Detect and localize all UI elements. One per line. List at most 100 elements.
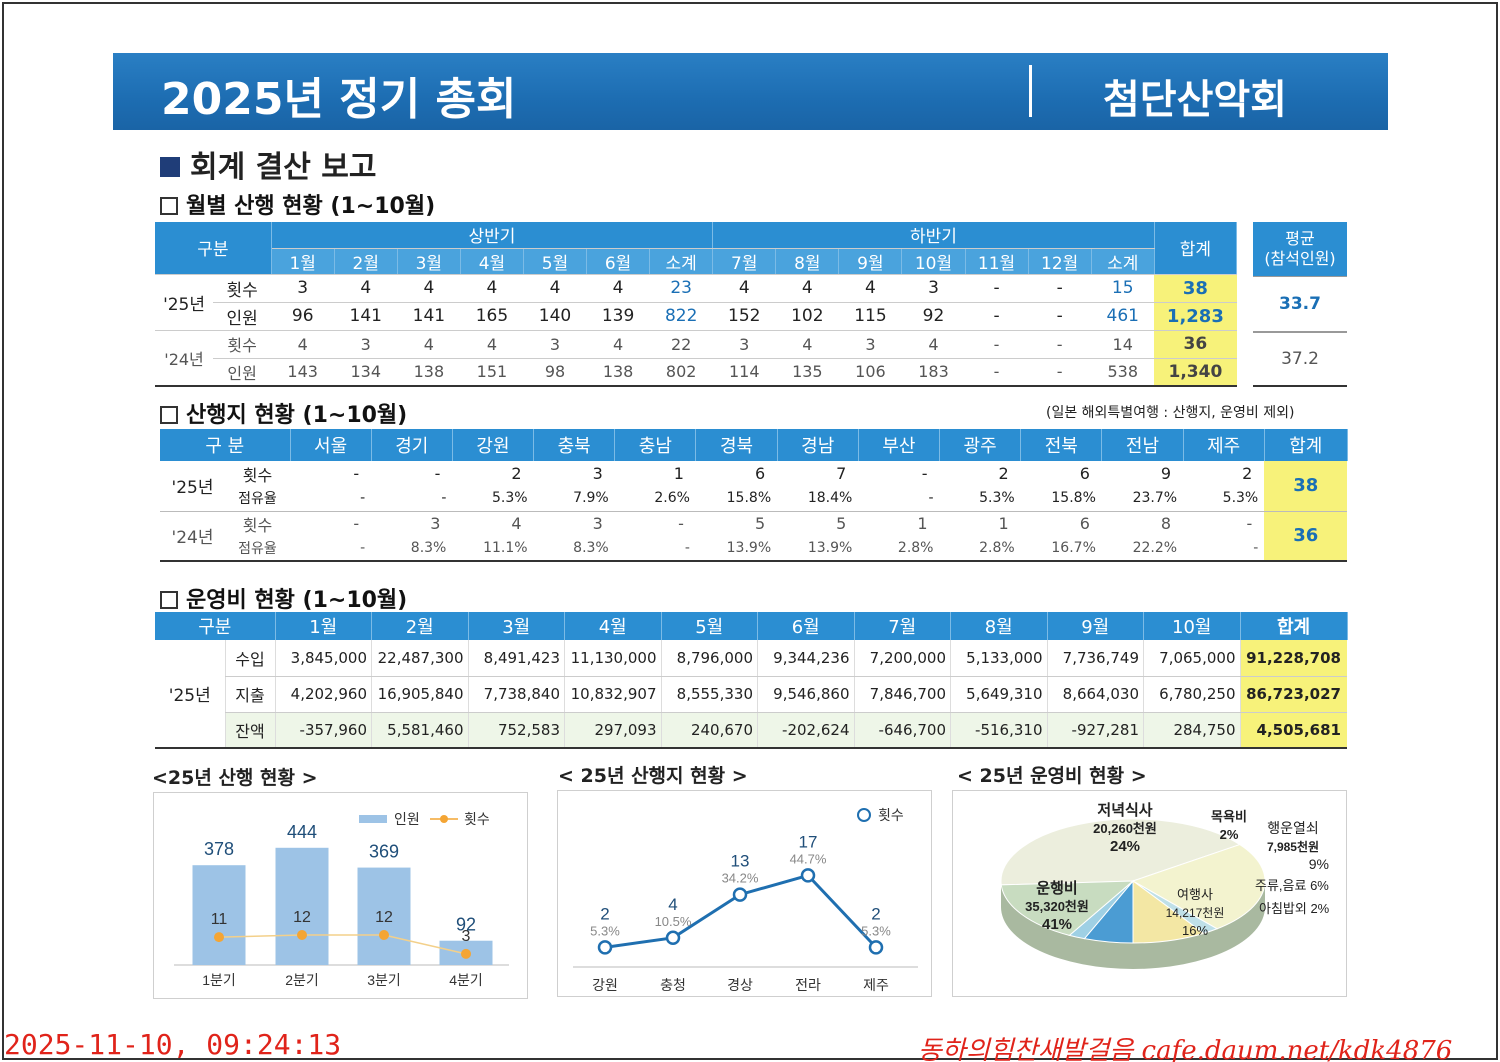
checkbox-icon [160, 406, 178, 424]
series-line [604, 873, 878, 949]
region-header: 충남 [614, 429, 697, 461]
table-cell: 822 [649, 302, 713, 331]
region-header: 부산 [858, 429, 941, 461]
table-cell: - [614, 536, 696, 562]
x-tick-label: 전라 [795, 977, 821, 993]
destinations-title-text: 산행지 현황 (1~10월) [186, 403, 408, 428]
table-cell: 5.3% [1183, 486, 1265, 512]
header-gubun: 구분 [155, 222, 272, 275]
chart2-box: 횟수 2 5.3% 강원 4 10.5% 충청 13 34.2% 경상 17 44.7% 전라 2 5.3%… [557, 790, 932, 997]
finance-title: 운영비 현황 (1~10월) [160, 582, 407, 614]
table-cell: 3 [334, 330, 398, 359]
row-total: 4,505,681 [1239, 712, 1347, 749]
month-header: 9월 [838, 248, 903, 275]
region-header: 서울 [290, 429, 372, 461]
table-row: 잔액 -357,960 5,581,460 752,583 297,093 240,670… [155, 712, 1347, 749]
table-cell: 7,200,000 [853, 640, 951, 677]
table-cell: 7,738,840 [467, 676, 565, 713]
count-label: 3 [462, 928, 471, 945]
banner-club-name: 첨단산악회 [1103, 77, 1287, 123]
table-cell: 4 [775, 274, 839, 303]
data-label: 2 [871, 904, 880, 923]
finance-header: 2월 [371, 612, 469, 640]
bar-label: 369 [369, 842, 399, 862]
table-cell: 8.3% [371, 536, 453, 562]
table-cell: 7,846,700 [853, 676, 951, 713]
table-cell: 102 [775, 302, 839, 331]
table-cell: 2 [1242, 464, 1253, 483]
table-cell: - [290, 536, 372, 562]
bar-label: 378 [204, 839, 234, 859]
table-row: 인원 143 134 138 151 98 138 802 114 135 106 183- -538 1… [155, 358, 1237, 387]
finance-header: 1월 [275, 612, 372, 640]
table-cell: 5.3% [452, 486, 534, 512]
data-label: 17 [799, 832, 818, 851]
count-label: 11 [211, 911, 228, 928]
row-label: 횟수 [213, 330, 272, 359]
destinations-table: 구 분 서울 경기 강원 충북 충남 경북 경남 부산 광주 전북 전남 제주 합계 '25년 횟수 - -2 3… [160, 429, 1348, 562]
table-cell: 297,093 [564, 712, 661, 749]
row-total: 1,340 [1154, 358, 1237, 387]
data-point [868, 940, 884, 955]
row-label: 인원 [213, 358, 272, 387]
chart2-title: < 25년 산행지 현황 > [558, 765, 748, 787]
month-header: 소계 [649, 248, 714, 275]
region-header: 경기 [371, 429, 453, 461]
x-tick-label: 1분기 [202, 972, 236, 988]
table-cell: 4 [511, 514, 522, 534]
table-row: '25년 횟수 - -2 3 1 6 7-2 6 9 2 38 [160, 461, 1348, 512]
x-tick-label: 4분기 [449, 972, 483, 988]
month-header: 3월 [397, 248, 461, 275]
table-cell: 4 [901, 330, 966, 359]
pie-label: 행운열쇠 [1267, 820, 1319, 836]
pie-side [1001, 881, 1265, 969]
year-label: '25년 [160, 461, 225, 512]
pie-label: 14,217천원 [1166, 905, 1225, 920]
table-cell: -646,700 [853, 712, 951, 749]
table-cell: 1 [673, 464, 684, 483]
table-cell: 138 [397, 358, 461, 387]
table-cell: - [290, 486, 372, 512]
percent-label: 34.2% [722, 871, 759, 886]
percent-label: 10.5% [655, 914, 692, 929]
row-label: 인원 [213, 302, 272, 331]
finance-header: 8월 [950, 612, 1048, 640]
table-cell: - [965, 358, 1029, 387]
table-cell: 3 [901, 274, 966, 303]
table-cell: 135 [775, 358, 839, 387]
table-cell: 5.3% [939, 486, 1021, 512]
table-cell: 23.7% [1101, 486, 1184, 512]
table-cell: 8,491,423 [467, 640, 565, 677]
table-cell: 7 [836, 464, 847, 483]
table-cell: 139 [586, 302, 650, 331]
table-cell: - [1028, 274, 1092, 303]
table-cell: - [371, 486, 453, 512]
table-cell: 15.8% [695, 486, 778, 512]
row-total: 86,723,027 [1239, 676, 1347, 713]
x-tick-label: 강원 [592, 977, 618, 993]
chart2-svg: 횟수25.3%강원410.5%충청1334.2%경상1744.7%전라25.3%… [573, 807, 918, 993]
table-cell: 4 [586, 330, 650, 359]
legend-swatch [359, 815, 387, 823]
table-cell: - [1028, 302, 1092, 331]
table-cell: 8,555,330 [660, 676, 758, 713]
count-point [461, 948, 471, 959]
table-cell: 752,583 [467, 712, 565, 749]
table-cell: - [1028, 330, 1092, 359]
chart3-box: 운행비 35,320천원 41% 저녁식사 20,260천원 24% 목욕비 2% 행운열쇠 7,… [952, 790, 1347, 997]
table-cell: 5 [754, 514, 766, 534]
table-cell: 4 [334, 274, 398, 303]
table-cell: 7,065,000 [1143, 640, 1240, 677]
chart1-svg: 인원 횟수 378 1분기 444 2분기 369 3분기 92 4분기 11 12 12 3 [174, 811, 509, 988]
region-header: 강원 [452, 429, 535, 461]
region-header: 광주 [939, 429, 1022, 461]
table-cell: 22,487,300 [371, 640, 468, 677]
table-cell: 114 [712, 358, 776, 387]
month-header: 10월 [901, 248, 966, 275]
table-cell: 16.7% [1020, 536, 1102, 562]
data-label: 13 [731, 852, 750, 871]
pie-label: 목욕비 [1211, 809, 1247, 824]
table-cell: 3 [592, 464, 603, 483]
region-header: 충북 [533, 429, 616, 461]
header-first-half: 상반기 [271, 222, 714, 249]
